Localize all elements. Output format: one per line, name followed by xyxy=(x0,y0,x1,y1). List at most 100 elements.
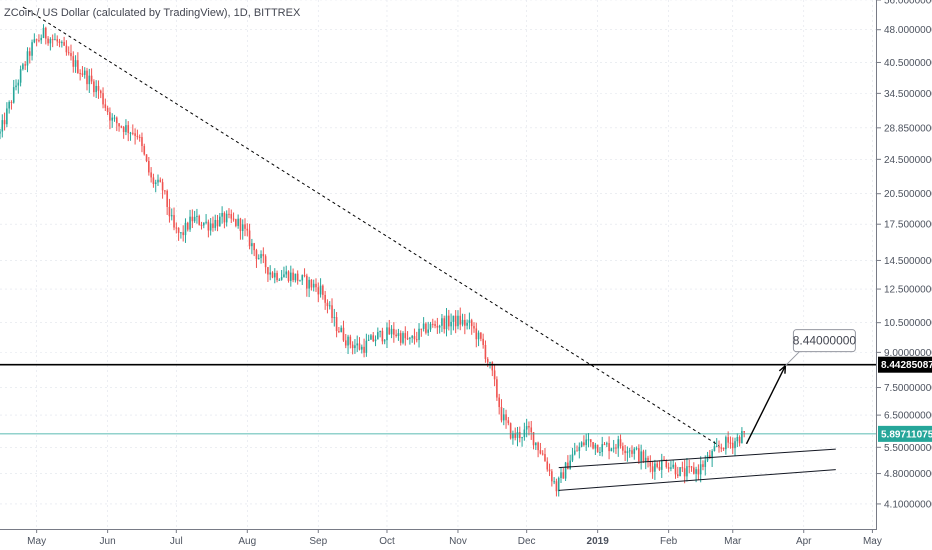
candle-body xyxy=(120,126,123,128)
candle-body xyxy=(674,464,677,475)
candle-body xyxy=(340,327,342,332)
candle-body xyxy=(670,467,672,469)
candle-body xyxy=(528,425,530,428)
candle-body xyxy=(356,343,359,346)
candle-body xyxy=(395,334,397,337)
candle-body xyxy=(212,223,214,228)
candle-body xyxy=(711,450,713,459)
candle-body xyxy=(530,427,533,433)
time-axis-panel[interactable] xyxy=(0,529,932,550)
candle-body xyxy=(276,273,278,280)
candle-body xyxy=(679,467,681,477)
candle-body xyxy=(390,328,393,335)
candle-body xyxy=(585,439,587,446)
candle-body xyxy=(409,337,411,339)
candle-body xyxy=(647,457,649,462)
price-tick-label: 5.50000000 xyxy=(884,443,932,454)
candle-body xyxy=(143,146,146,155)
candle-body xyxy=(715,446,718,448)
candle-body xyxy=(363,346,365,353)
candle-body xyxy=(693,467,695,474)
current-price-badge-label: 5.89711075 xyxy=(881,429,932,440)
candle-body xyxy=(8,102,10,109)
candle-body xyxy=(454,315,457,327)
time-tick-label: Jul xyxy=(170,536,183,547)
target-callout-label: 8.44000000 xyxy=(793,334,857,348)
candle-body xyxy=(665,460,668,468)
candle-body xyxy=(223,213,226,223)
candle-body xyxy=(141,137,143,147)
candle-body xyxy=(47,38,49,44)
candle-body xyxy=(294,273,297,281)
candle-body xyxy=(638,448,640,462)
candle-body xyxy=(374,339,377,342)
candle-body xyxy=(644,457,647,462)
chart-title: ZCoin / US Dollar (calculated by Trading… xyxy=(4,7,301,19)
candle-body xyxy=(152,177,155,184)
candle-body xyxy=(466,322,468,326)
candle-body xyxy=(448,315,450,327)
time-tick-label: Mar xyxy=(724,536,742,547)
candle-body xyxy=(255,250,258,260)
candle-body xyxy=(145,154,148,161)
candle-body xyxy=(134,133,136,136)
time-axis-ticks: May Jun Jul Aug Sep Oct Nov Dec 2019 Feb Mar Apr May xyxy=(27,529,882,547)
candle-body xyxy=(0,131,1,134)
candle-body xyxy=(626,451,629,454)
candle-body xyxy=(225,213,228,223)
candle-body xyxy=(596,444,599,453)
candle-body xyxy=(548,469,551,472)
candle-body xyxy=(138,136,141,138)
channel-upper-line xyxy=(558,448,836,469)
candle-body xyxy=(404,333,407,339)
candle-body xyxy=(148,160,150,173)
time-tick-label: May xyxy=(863,536,882,547)
candle-body xyxy=(19,69,22,83)
candle-body xyxy=(77,60,79,74)
candle-body xyxy=(260,254,262,259)
candle-body xyxy=(617,439,620,449)
candle-body xyxy=(411,336,413,338)
candle-body xyxy=(54,39,56,41)
candle-body xyxy=(132,132,134,134)
candle-body xyxy=(3,120,6,125)
candle-body xyxy=(67,52,70,54)
candle-body xyxy=(564,462,567,479)
candle-body xyxy=(422,323,425,329)
candle-body xyxy=(180,232,182,234)
candle-body xyxy=(383,340,386,342)
candle-body xyxy=(24,64,26,66)
time-tick-label: 2019 xyxy=(587,536,610,547)
candle-body xyxy=(697,469,700,475)
candle-body xyxy=(413,336,416,340)
candle-body xyxy=(306,275,308,289)
candle-body xyxy=(654,463,656,472)
candle-body xyxy=(688,466,691,468)
candle-body xyxy=(200,224,203,226)
candle-body xyxy=(184,222,187,236)
candle-body xyxy=(333,317,336,319)
candle-body xyxy=(633,448,636,454)
candle-body xyxy=(459,315,462,325)
candle-body xyxy=(264,256,267,268)
price-tick-label: 48.00000000 xyxy=(884,25,932,36)
candle-body xyxy=(111,117,114,121)
candle-body xyxy=(285,271,288,275)
candle-body xyxy=(56,39,59,42)
candlestick-series xyxy=(0,24,745,497)
candle-body xyxy=(720,447,723,449)
descending-trendline xyxy=(22,6,720,446)
candle-body xyxy=(482,338,484,345)
candle-body xyxy=(580,442,583,447)
candle-body xyxy=(209,223,212,231)
price-axis-panel[interactable] xyxy=(877,0,932,550)
candle-body xyxy=(299,280,301,282)
candle-body xyxy=(738,436,741,444)
candle-body xyxy=(280,277,283,280)
candle-body xyxy=(83,70,86,75)
candle-body xyxy=(610,448,613,452)
candle-body xyxy=(74,60,77,67)
candle-body xyxy=(569,460,571,470)
candle-body xyxy=(491,362,494,371)
